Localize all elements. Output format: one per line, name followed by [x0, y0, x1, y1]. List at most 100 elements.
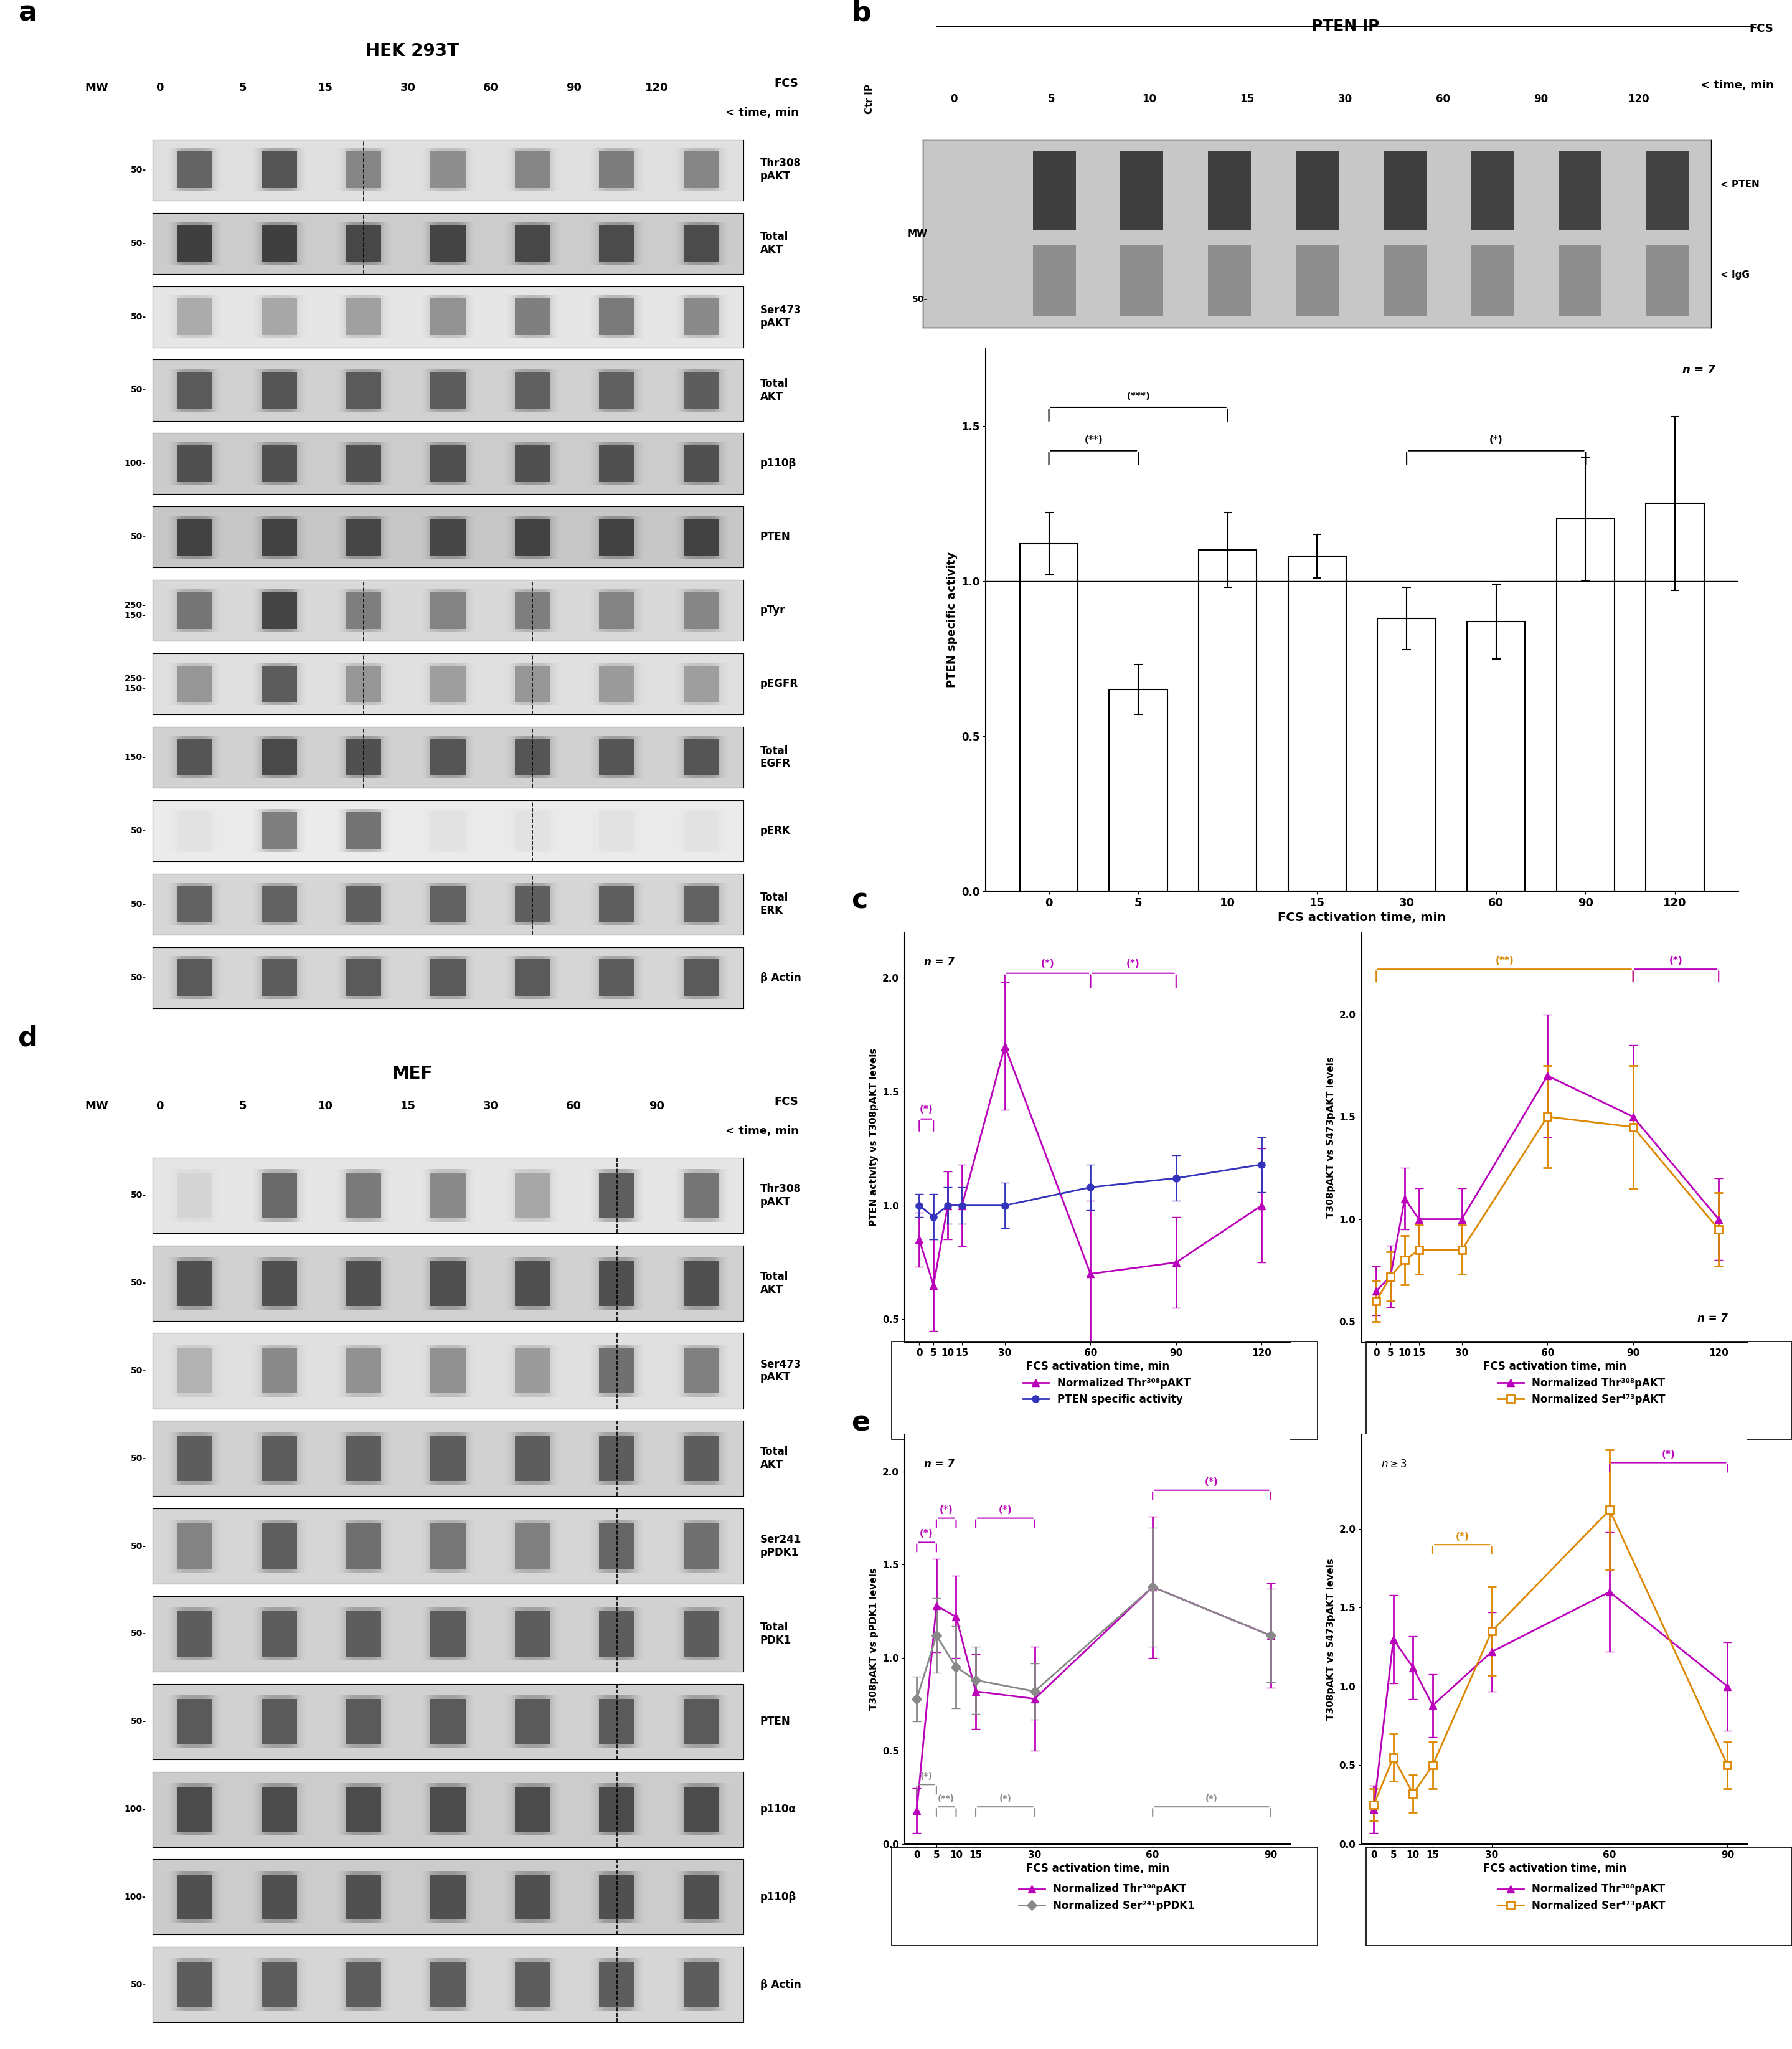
Bar: [607, 736, 627, 779]
Bar: [513, 1520, 554, 1572]
Bar: [685, 883, 719, 926]
Bar: [262, 885, 297, 922]
Bar: [677, 443, 726, 486]
Bar: [186, 516, 204, 559]
Bar: [348, 295, 380, 338]
Bar: [599, 148, 634, 191]
Bar: [511, 1520, 556, 1572]
Bar: [602, 736, 633, 779]
Bar: [518, 221, 547, 264]
Bar: [523, 516, 541, 559]
Bar: [509, 1256, 556, 1309]
Bar: [177, 1611, 211, 1656]
Bar: [188, 957, 201, 1000]
Bar: [507, 516, 557, 559]
Bar: [529, 1783, 538, 1836]
Bar: [423, 957, 473, 1000]
Bar: [527, 443, 538, 486]
Bar: [421, 1256, 475, 1309]
Bar: [358, 1520, 367, 1572]
Bar: [269, 1256, 289, 1309]
Bar: [360, 1520, 367, 1572]
Bar: [590, 1432, 645, 1486]
Bar: [335, 1695, 392, 1748]
Bar: [172, 1344, 217, 1397]
Bar: [615, 443, 618, 486]
Bar: [695, 588, 708, 631]
Text: 50-: 50-: [131, 311, 147, 322]
Text: MW: MW: [84, 82, 109, 94]
Bar: [423, 369, 473, 412]
Bar: [426, 221, 470, 264]
Bar: [511, 662, 556, 705]
Bar: [177, 152, 211, 189]
Bar: [263, 1520, 296, 1572]
Bar: [606, 588, 629, 631]
Bar: [353, 1520, 375, 1572]
Bar: [613, 1256, 622, 1309]
Bar: [611, 516, 624, 559]
Bar: [262, 299, 297, 336]
Bar: [514, 592, 550, 629]
Bar: [606, 516, 629, 559]
Bar: [190, 1608, 199, 1660]
Bar: [686, 1871, 717, 1924]
Bar: [262, 1256, 297, 1309]
Bar: [520, 295, 547, 338]
Legend: Normalized Thr³⁰⁸pAKT, Normalized Ser⁴⁷³pAKT: Normalized Thr³⁰⁸pAKT, Normalized Ser⁴⁷³…: [1493, 1373, 1670, 1410]
Bar: [430, 1963, 466, 2008]
Bar: [505, 443, 559, 486]
Bar: [439, 1871, 457, 1924]
Bar: [263, 221, 296, 264]
Bar: [529, 588, 536, 631]
Bar: [615, 295, 618, 338]
Bar: [337, 443, 391, 486]
Bar: [349, 1170, 378, 1221]
Bar: [435, 295, 461, 338]
Bar: [615, 221, 620, 264]
Bar: [254, 221, 305, 264]
Bar: [344, 588, 383, 631]
Bar: [444, 1256, 452, 1309]
Bar: [253, 369, 306, 412]
Bar: [428, 443, 468, 486]
Bar: [679, 295, 724, 338]
Bar: [529, 1170, 538, 1221]
Bar: [443, 736, 453, 779]
Bar: [444, 369, 452, 412]
Bar: [254, 588, 305, 631]
Bar: [701, 516, 702, 559]
Bar: [260, 221, 297, 264]
Bar: [681, 809, 722, 852]
Y-axis label: PTEN activity vs T308pAKT levels: PTEN activity vs T308pAKT levels: [869, 1047, 878, 1227]
Bar: [194, 1432, 195, 1486]
Bar: [676, 295, 728, 338]
Bar: [602, 883, 633, 926]
Bar: [256, 736, 301, 779]
Bar: [179, 1256, 210, 1309]
Bar: [192, 1520, 197, 1572]
Bar: [516, 1256, 548, 1309]
Bar: [265, 1256, 292, 1309]
Bar: [276, 1432, 281, 1486]
Bar: [426, 1783, 470, 1836]
Bar: [599, 1256, 636, 1309]
Text: 5: 5: [238, 82, 247, 94]
Bar: [188, 736, 201, 779]
Bar: [699, 883, 704, 926]
Bar: [194, 1520, 195, 1572]
Bar: [170, 1871, 219, 1924]
Bar: [269, 1170, 289, 1221]
Bar: [353, 588, 375, 631]
Bar: [346, 885, 382, 922]
Bar: [504, 736, 561, 779]
Bar: [176, 1520, 213, 1572]
Text: 10: 10: [317, 1100, 333, 1113]
Bar: [613, 369, 622, 412]
Bar: [272, 443, 285, 486]
Bar: [513, 1432, 554, 1486]
Bar: [179, 1783, 210, 1836]
Bar: [358, 1256, 367, 1309]
Text: 120: 120: [1627, 94, 1649, 104]
Bar: [511, 1783, 556, 1836]
